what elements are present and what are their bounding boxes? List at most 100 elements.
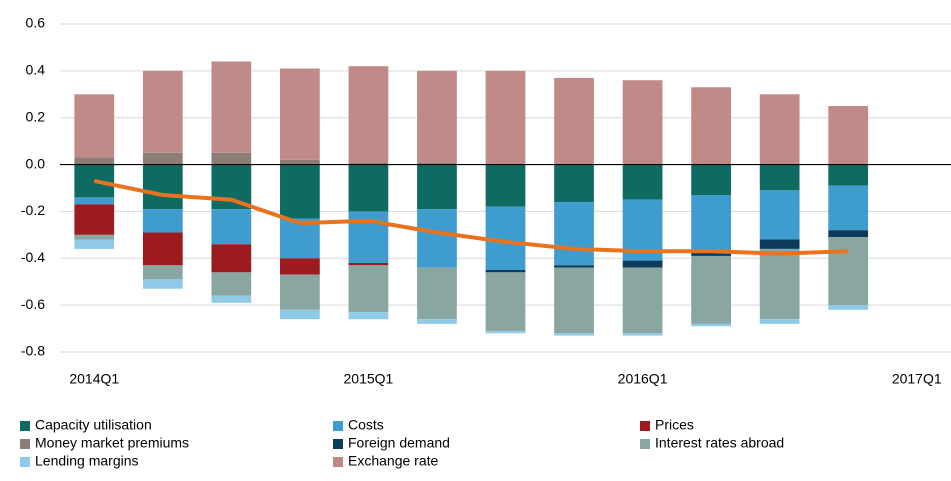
x-tick-label: 2014Q1: [69, 371, 119, 387]
bar-segment: [554, 267, 594, 334]
bar-segment: [142, 152, 183, 165]
bar-segment: [554, 77, 594, 165]
bar-segment: [280, 164, 320, 219]
bar-segment: [74, 239, 115, 249]
line: [93, 179, 849, 256]
legend-label: Lending margins: [35, 453, 139, 469]
bar-segment: [622, 260, 663, 268]
bar-segment: [417, 267, 457, 320]
bar-segment: [417, 319, 457, 324]
legend-swatch: [333, 421, 343, 431]
bar-segment: [280, 309, 320, 320]
bar-segment: [691, 87, 731, 165]
bar-segment: [348, 164, 389, 212]
bar-segment: [211, 209, 252, 245]
bar-segment: [622, 267, 663, 334]
bar-segment: [622, 333, 663, 336]
x-tick-label: 2017Q1: [892, 371, 942, 387]
legend-swatch: [333, 457, 343, 467]
bar-segment: [691, 323, 731, 327]
bar-segment: [759, 239, 800, 249]
legend-label: Money market premiums: [35, 435, 189, 451]
y-tick-label: -0.8: [21, 343, 45, 359]
legend-swatch: [640, 439, 650, 449]
bar-segment: [554, 333, 594, 336]
bar-segment: [74, 94, 115, 158]
bar-segment: [142, 164, 183, 210]
bar-segment: [280, 68, 320, 160]
bar-segment: [142, 232, 183, 266]
bar-segment: [74, 234, 115, 240]
bar-segment: [759, 319, 800, 324]
bar-segment: [142, 70, 183, 153]
legend-label: Prices: [655, 417, 694, 433]
legend-label: Costs: [348, 417, 384, 433]
legend-swatch: [20, 457, 30, 467]
bar-segment: [691, 255, 731, 324]
y-tick-label: 0.0: [26, 155, 46, 171]
y-tick-label: -0.4: [21, 249, 45, 265]
y-tick-label: 0.2: [26, 108, 46, 124]
bar-segment: [74, 204, 115, 235]
bar-segment: [828, 305, 869, 310]
bar-segment: [142, 279, 183, 289]
bar-segment: [691, 195, 731, 252]
bar-segment: [554, 202, 594, 266]
bar-segment: [622, 164, 663, 200]
bar-segment: [348, 312, 389, 320]
bar-segment: [417, 209, 457, 268]
bar-segment: [759, 190, 800, 240]
bar-segment: [211, 295, 252, 303]
legend-swatch: [333, 439, 343, 449]
bar-segment: [691, 251, 731, 256]
bar-segment: [828, 237, 869, 306]
bar-segment: [280, 159, 320, 165]
legend-swatch: [640, 421, 650, 431]
bar-segment: [828, 230, 869, 238]
bar-segment: [142, 265, 183, 280]
bar-segment: [691, 164, 731, 196]
bar-segment: [74, 157, 115, 165]
bar-segment: [485, 164, 526, 207]
bar-segment: [417, 70, 457, 163]
bar-segment: [622, 80, 663, 165]
bar-segment: [554, 164, 594, 203]
bar-segment: [280, 258, 320, 275]
bar-segment: [417, 162, 457, 165]
bar-segment: [759, 164, 800, 191]
bar-segment: [828, 164, 869, 186]
legend-swatch: [20, 439, 30, 449]
legend-swatch: [20, 421, 30, 431]
legend-label: Exchange rate: [348, 453, 438, 469]
bar-segment: [348, 265, 389, 313]
bar-segment: [348, 66, 389, 163]
bar-segment: [828, 185, 869, 231]
bar-segment: [211, 152, 252, 165]
bar-segment: [485, 270, 526, 273]
bar-segment: [74, 164, 115, 198]
y-tick-label: 0.4: [26, 62, 46, 78]
bar-segment: [348, 162, 389, 165]
bar-segment: [417, 164, 457, 210]
bar-segment: [759, 248, 800, 320]
legend-label: Interest rates abroad: [655, 435, 784, 451]
y-tick-label: -0.2: [21, 202, 45, 218]
y-tick-label: -0.6: [21, 296, 45, 312]
bar-segment: [211, 61, 252, 153]
bar-segment: [211, 244, 252, 273]
bar-segment: [280, 274, 320, 310]
bar-segment: [485, 330, 526, 334]
bar-segment: [485, 70, 526, 165]
legend-label: Foreign demand: [348, 435, 450, 451]
bar-segment: [142, 209, 183, 233]
bar-segment: [211, 272, 252, 296]
bar-segment: [554, 265, 594, 268]
bar-segment: [759, 94, 800, 165]
x-tick-label: 2016Q1: [618, 371, 668, 387]
bar-segment: [348, 262, 389, 266]
bar-segment: [485, 272, 526, 331]
x-tick-label: 2015Q1: [344, 371, 394, 387]
bar-segment: [74, 197, 115, 205]
bar-segment: [828, 106, 869, 165]
